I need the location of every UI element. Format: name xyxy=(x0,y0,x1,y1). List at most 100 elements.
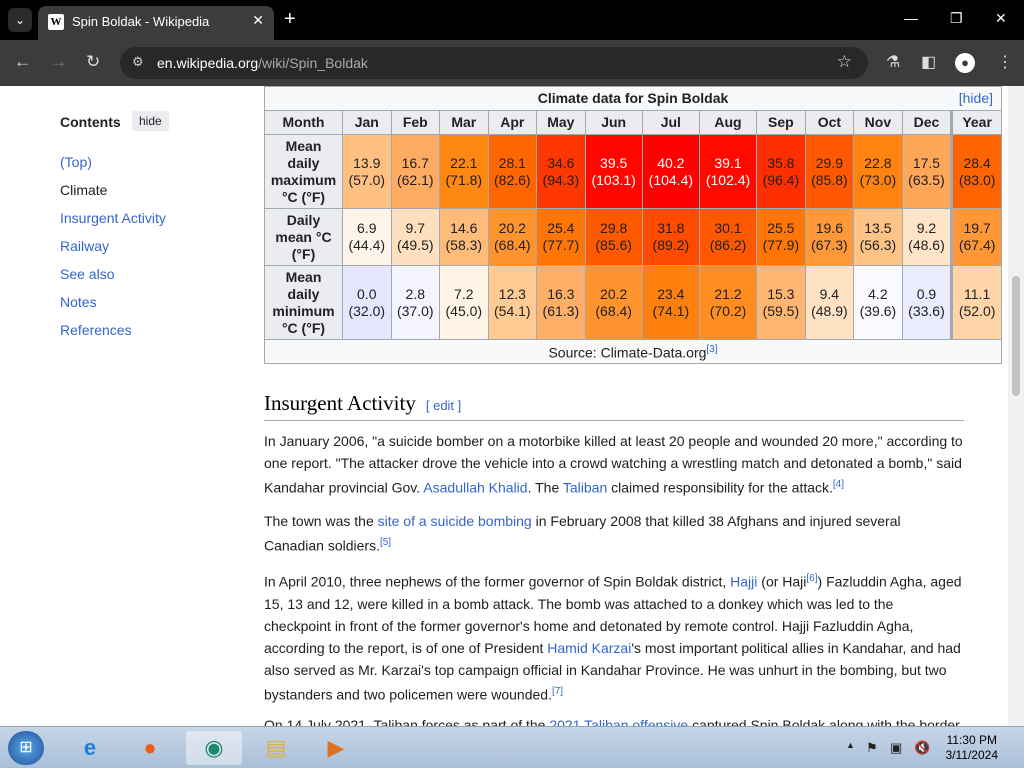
restore-button[interactable]: ❐ xyxy=(950,10,963,26)
column-header: Dec xyxy=(901,110,953,135)
celsius-value: 29.8 xyxy=(600,220,628,236)
minimize-button[interactable]: — xyxy=(904,10,918,26)
page-scrollbar[interactable] xyxy=(1008,86,1024,726)
site-info-icon[interactable]: ⚙ xyxy=(132,54,144,69)
section-edit-link[interactable]: [ edit ] xyxy=(425,398,462,413)
fahrenheit-value: (57.0) xyxy=(348,171,386,188)
celsius-value: 34.6 xyxy=(547,154,575,171)
climate-cell: 23.4 (74.1) xyxy=(641,265,700,340)
text: in February 2008 that killed 38 Afghans … xyxy=(264,513,901,554)
url-path: /wiki/Spin_Boldak xyxy=(258,55,368,71)
new-tab-button[interactable]: + xyxy=(284,8,296,30)
fahrenheit-value: (59.5) xyxy=(762,302,800,319)
toc-item-top[interactable]: (Top) xyxy=(60,154,92,170)
tab-spin-boldak[interactable]: W Spin Boldak - Wikipedia ✕ xyxy=(38,6,274,40)
link-asadullah-khalid[interactable]: Asadullah Khalid xyxy=(423,479,528,496)
toc-item-insurgent-activity[interactable]: Insurgent Activity xyxy=(60,210,166,226)
fahrenheit-value: (67.3) xyxy=(811,237,848,253)
fahrenheit-value: (77.9) xyxy=(762,237,800,253)
celsius-value: 12.3 xyxy=(498,285,526,302)
caption-text: Climate data for Spin Boldak xyxy=(537,90,729,106)
climate-cell: 14.6 (58.3) xyxy=(439,208,489,266)
toc-hide-button[interactable]: hide xyxy=(132,111,169,131)
celsius-value: 30.1 xyxy=(714,220,742,236)
climate-cell: 20.2 (68.4) xyxy=(584,265,643,340)
fahrenheit-value: (103.1) xyxy=(591,171,636,188)
internet-explorer-icon[interactable]: e xyxy=(83,735,97,760)
text: (or Haji xyxy=(757,573,807,590)
source-ref-link[interactable]: [3] xyxy=(706,344,718,356)
toc-item-references[interactable]: References xyxy=(60,322,132,338)
celsius-value: 39.1 xyxy=(714,154,742,171)
link-suicide-bombing[interactable]: site of a suicide bombing xyxy=(377,513,532,529)
close-window-button[interactable]: ✕ xyxy=(995,10,1007,26)
fahrenheit-value: (86.2) xyxy=(709,237,747,253)
celsius-value: 13.9 xyxy=(353,154,381,171)
scrollbar-thumb[interactable] xyxy=(1012,276,1020,396)
firefox-icon[interactable]: ● xyxy=(143,735,157,760)
labs-icon[interactable]: ⚗ xyxy=(886,54,901,71)
column-header: Sep xyxy=(756,110,806,135)
celsius-value: 19.6 xyxy=(815,220,843,236)
link-2021-taliban-offensive[interactable]: 2021 Taliban offensive xyxy=(549,717,689,726)
table-row: Mean daily minimum °C (°F) 0.0 (32.0) 2.8 (3… xyxy=(264,265,1002,340)
celsius-value: 22.8 xyxy=(864,154,892,171)
start-button-icon[interactable]: ⊞ xyxy=(8,731,44,765)
file-explorer-icon[interactable]: ▤ xyxy=(265,735,287,760)
climate-cell: 25.4 (77.7) xyxy=(536,208,586,266)
network-icon[interactable]: ▣ xyxy=(890,740,903,755)
column-header: Mar xyxy=(439,110,489,135)
celsius-value: 21.2 xyxy=(714,285,742,302)
fahrenheit-value: (58.3) xyxy=(445,237,483,253)
climate-cell: 13.5 (56.3) xyxy=(853,208,903,266)
fahrenheit-value: (44.4) xyxy=(348,237,386,253)
toc-item-notes[interactable]: Notes xyxy=(60,294,97,310)
link-hamid-karzai[interactable]: Hamid Karzai xyxy=(547,639,632,656)
climate-cell: 20.2 (68.4) xyxy=(487,208,538,266)
profile-avatar-icon[interactable]: ● xyxy=(955,53,975,73)
ref-4[interactable]: [4] xyxy=(832,479,845,490)
climate-cell: 4.2 (39.6) xyxy=(853,265,903,340)
column-header: Month xyxy=(264,110,343,135)
fahrenheit-value: (102.4) xyxy=(705,171,751,188)
media-player-icon[interactable]: ▶ xyxy=(327,735,345,760)
column-header: Oct xyxy=(804,110,855,135)
address-bar[interactable]: ⚙ en.wikipedia.org/wiki/Spin_Boldak ☆ xyxy=(120,47,868,79)
text: On 14 July 2021, Taliban forces as part … xyxy=(264,717,550,726)
side-panel-icon[interactable]: ◧ xyxy=(921,54,937,71)
edge-app-icon[interactable]: ◉ xyxy=(186,731,242,765)
text: . The xyxy=(527,479,563,496)
fahrenheit-value: (82.6) xyxy=(494,171,531,188)
toc-item-climate[interactable]: Climate xyxy=(60,182,108,198)
celsius-value: 16.7 xyxy=(401,154,429,171)
fahrenheit-value: (70.2) xyxy=(709,302,747,319)
system-clock[interactable]: 11:30 PM 3/11/2024 xyxy=(946,733,999,763)
fahrenheit-value: (104.4) xyxy=(648,171,694,188)
reload-button[interactable]: ↻ xyxy=(86,52,101,71)
text: claimed responsibility for the attack. xyxy=(607,479,833,496)
link-taliban[interactable]: Taliban xyxy=(562,479,608,496)
menu-kebab-icon[interactable]: ⋮ xyxy=(997,54,1013,71)
action-center-flag-icon[interactable]: ⚑ xyxy=(866,740,878,755)
section-heading: Insurgent Activity [ edit ] xyxy=(264,391,964,421)
fahrenheit-value: (89.2) xyxy=(652,237,690,253)
back-button[interactable]: ← xyxy=(14,52,31,71)
tab-close-icon[interactable]: ✕ xyxy=(252,12,264,28)
link-hajji[interactable]: Hajji xyxy=(730,573,758,590)
celsius-value: 28.1 xyxy=(498,154,526,171)
volume-muted-icon[interactable]: 🔇 xyxy=(914,740,931,755)
ref-5[interactable]: [5] xyxy=(379,537,392,548)
forward-button[interactable]: → xyxy=(50,52,67,71)
celsius-value: 7.2 xyxy=(454,285,474,302)
bookmark-star-icon[interactable]: ☆ xyxy=(836,52,852,71)
ref-7[interactable]: [7] xyxy=(551,685,564,697)
toc-item-railway[interactable]: Railway xyxy=(60,238,110,254)
climate-hide-link[interactable]: [hide] xyxy=(958,90,993,106)
tab-search-button[interactable]: ⌄ xyxy=(8,8,32,32)
climate-cell: 34.6 (94.3) xyxy=(536,134,586,209)
climate-cell: 40.2 (104.4) xyxy=(641,134,700,209)
toc-item-see-also[interactable]: See also xyxy=(60,266,115,282)
ref-6[interactable]: [6] xyxy=(806,573,818,584)
url-host: en.wikipedia.org xyxy=(157,55,259,71)
tray-expand-icon[interactable]: ▲ xyxy=(846,740,855,750)
